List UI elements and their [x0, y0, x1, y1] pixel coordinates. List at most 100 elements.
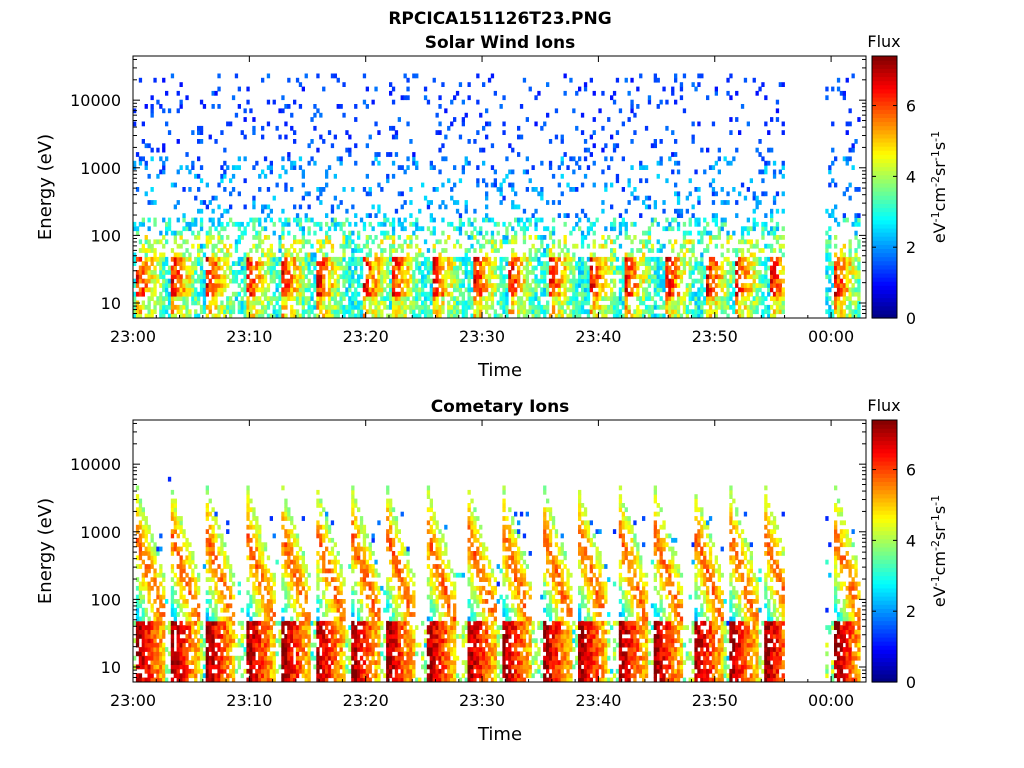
spectrogram-cell — [781, 309, 785, 315]
spectrogram-cell — [351, 283, 355, 288]
spectrogram-cell — [560, 270, 564, 275]
spectrogram-cell — [656, 104, 660, 109]
spectrogram-cell — [319, 191, 323, 197]
spectrogram-cell — [354, 304, 358, 310]
spectrogram-cell — [287, 230, 291, 236]
spectrogram-cell — [674, 270, 678, 275]
spectrogram-cell — [339, 304, 343, 310]
spectrogram-cell — [671, 278, 675, 284]
spectrogram-cell — [223, 270, 227, 275]
spectrogram-cell — [194, 607, 198, 613]
spectrogram-cell — [845, 217, 849, 223]
spectrogram-cell — [380, 283, 384, 288]
spectrogram-cell — [831, 147, 835, 153]
spectrogram-cell — [685, 291, 689, 297]
spectrogram-cell — [851, 256, 855, 262]
spectrogram-cell — [499, 104, 503, 109]
spectrogram-cell — [732, 156, 736, 162]
spectrogram-cell — [304, 296, 308, 301]
spectrogram-cell — [147, 313, 151, 319]
spectrogram-cell — [435, 296, 439, 301]
spectrogram-cell — [450, 256, 454, 262]
spectrogram-cell — [548, 256, 553, 262]
spectrogram-cell — [156, 261, 160, 266]
spectrogram-cell — [266, 165, 271, 170]
spectrogram-cell — [679, 313, 684, 319]
spectrogram-cell — [325, 256, 329, 262]
spectrogram-cell — [450, 261, 454, 266]
spectrogram-cell — [278, 270, 282, 275]
spectrogram-cell — [778, 261, 782, 266]
spectrogram-cell — [275, 182, 279, 188]
spectrogram-cell — [502, 130, 506, 135]
spectrogram-cell — [717, 296, 721, 301]
spectrogram-cell — [330, 291, 335, 297]
spectrogram-cell — [644, 274, 649, 280]
spectrogram-cell — [199, 221, 204, 227]
spectrogram-cell — [653, 300, 657, 306]
spectrogram-cell — [182, 265, 186, 271]
spectrogram-cell — [339, 226, 343, 232]
spectrogram-cell — [502, 195, 506, 201]
spectrogram-cell — [714, 309, 718, 315]
spectrogram-cell — [208, 634, 212, 639]
colorbar-segment — [872, 305, 897, 311]
spectrogram-cell — [621, 304, 625, 310]
spectrogram-cell — [720, 252, 724, 258]
spectrogram-cell — [714, 160, 718, 166]
spectrogram-cell — [659, 160, 663, 166]
spectrogram-cell — [601, 287, 605, 293]
spectrogram-cell — [723, 221, 727, 227]
spectrogram-cell — [327, 270, 332, 275]
spectrogram-cell — [351, 204, 355, 210]
spectrogram-cell — [269, 165, 273, 170]
spectrogram-cell — [560, 291, 564, 297]
colorbar-segment — [872, 240, 897, 245]
spectrogram-cell — [377, 283, 381, 288]
spectrogram-cell — [310, 256, 314, 262]
spectrogram-cell — [330, 287, 335, 293]
spectrogram-cell — [403, 261, 407, 266]
spectrogram-cell — [618, 296, 623, 301]
spectrogram-cell — [138, 581, 143, 587]
spectrogram-cell — [397, 165, 401, 170]
spectrogram-cell — [592, 239, 596, 245]
spectrogram-cell — [322, 243, 326, 249]
spectrogram-cell — [217, 204, 221, 210]
spectrogram-cell — [391, 217, 396, 223]
spectrogram-cell — [141, 620, 145, 626]
spectrogram-cell — [144, 165, 148, 170]
spectrogram-cell — [316, 73, 320, 79]
spectrogram-cell — [668, 226, 672, 232]
spectrogram-cell — [197, 616, 201, 622]
colorbar-tick-label: 4 — [906, 167, 916, 186]
spectrogram-cell — [170, 655, 175, 661]
spectrogram-cell — [327, 165, 332, 170]
spectrogram-cell — [679, 274, 684, 280]
spectrogram-cell — [723, 304, 727, 310]
spectrogram-cell — [601, 235, 605, 240]
spectrogram-cell — [205, 638, 209, 644]
spectrogram-cell — [612, 283, 617, 288]
spectrogram-cell — [554, 296, 559, 301]
spectrogram-cell — [223, 256, 227, 262]
spectrogram-cell — [519, 270, 524, 275]
spectrogram-cell — [438, 304, 442, 310]
spectrogram-cell — [217, 265, 221, 271]
spectrogram-cell — [319, 248, 323, 253]
spectrogram-cell — [656, 256, 660, 262]
spectrogram-cell — [214, 278, 218, 284]
spectrogram-cell — [627, 274, 631, 280]
spectrogram-cell — [368, 134, 372, 140]
spectrogram-cell — [569, 313, 573, 319]
spectrogram-cell — [682, 243, 687, 249]
spectrogram-cell — [775, 239, 780, 245]
spectrogram-cell — [490, 270, 495, 275]
spectrogram-cell — [601, 243, 605, 249]
spectrogram-cell — [135, 507, 140, 513]
spectrogram-cell — [173, 287, 177, 293]
spectrogram-cell — [493, 248, 497, 253]
spectrogram-cell — [522, 283, 527, 288]
colorbar-segment — [872, 170, 897, 176]
spectrogram-cell — [199, 673, 204, 679]
